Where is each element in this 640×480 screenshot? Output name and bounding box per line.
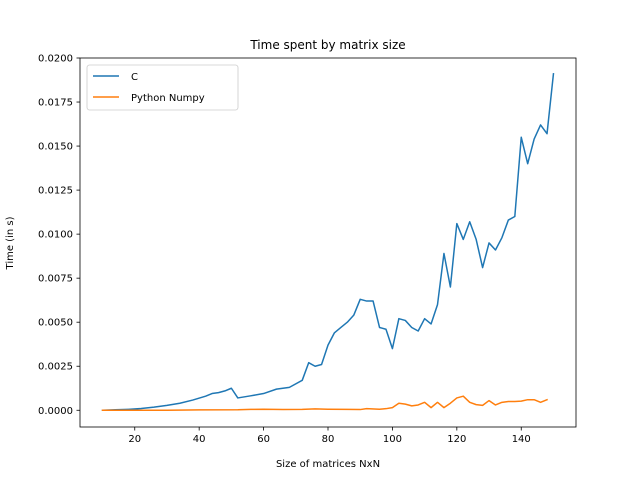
y-tick-label: 0.0050 <box>38 318 73 329</box>
x-tick-label: 40 <box>193 434 206 445</box>
y-tick-label: 0.0175 <box>38 98 73 109</box>
y-tick-label: 0.0000 <box>38 406 73 417</box>
x-axis-label: Size of matrices NxN <box>276 459 380 470</box>
plot-area: 20 40 60 80 100 120 140 0.0000 0.0025 0.0050 0.007… <box>38 54 577 445</box>
series-line-1 <box>101 395 548 412</box>
y-tick-label: 0.0100 <box>38 230 73 241</box>
legend-label-1: Python Numpy <box>131 93 205 104</box>
x-tick-label: 60 <box>257 434 270 445</box>
x-tick-label: 120 <box>447 434 466 445</box>
legend-box <box>86 64 239 111</box>
x-tick-label: 20 <box>128 434 141 445</box>
series-line-0 <box>101 73 555 412</box>
y-tick-label: 0.0125 <box>38 186 73 197</box>
y-axis-label: Time (in s) <box>5 216 16 270</box>
y-tick-label: 0.0075 <box>38 274 73 285</box>
y-tick-label: 0.0200 <box>38 54 73 65</box>
x-tick-label: 100 <box>383 434 402 445</box>
x-tick-label: 80 <box>322 434 335 445</box>
legend-label-0: C <box>131 72 138 83</box>
y-tick-label: 0.0025 <box>38 362 73 373</box>
y-tick-label: 0.0150 <box>38 142 73 153</box>
chart-title: Time spent by matrix size <box>249 38 405 52</box>
x-tick-label: 140 <box>512 434 531 445</box>
